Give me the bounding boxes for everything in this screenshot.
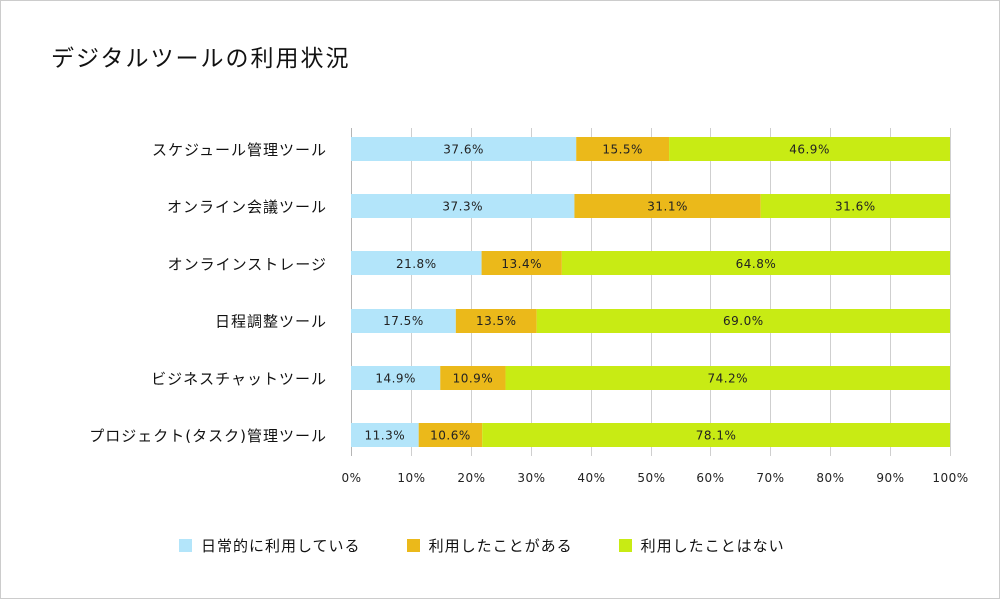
bar-data-labels: 37.6% 15.5% 46.9% 37.3% 31.1% 31.6% 21.8% 13.4%… bbox=[365, 143, 876, 443]
category-label: オンライン会議ツール bbox=[167, 198, 327, 216]
x-tick-label: 80% bbox=[816, 471, 844, 485]
bar-data-label: 10.9% bbox=[453, 371, 494, 385]
bar-data-label: 31.1% bbox=[647, 200, 688, 214]
bar-data-label: 11.3% bbox=[365, 429, 406, 443]
x-tick-label: 70% bbox=[756, 471, 784, 485]
bar-segment bbox=[455, 309, 537, 333]
category-labels: スケジュール管理ツールオンライン会議ツールオンラインストレージ日程調整ツールビジ… bbox=[89, 141, 327, 445]
x-tick-labels: 0% 10% 20% 30% 40% 50% 60% 70% 80% 90% 100% bbox=[341, 471, 968, 485]
legend-label-used: 利用したことがある bbox=[428, 537, 573, 555]
x-tick-label: 40% bbox=[577, 471, 605, 485]
grid-lines bbox=[351, 128, 951, 456]
bar-data-label: 37.3% bbox=[442, 200, 483, 214]
legend-label-daily: 日常的に利用している bbox=[201, 537, 361, 555]
category-label: ビジネスチャットツール bbox=[151, 370, 327, 388]
bar-segment bbox=[576, 137, 670, 161]
x-tick-label: 30% bbox=[517, 471, 545, 485]
category-label: スケジュール管理ツール bbox=[152, 141, 327, 159]
bar-segment bbox=[561, 251, 950, 275]
bar-segment bbox=[481, 251, 562, 275]
bar-data-label: 15.5% bbox=[602, 143, 643, 157]
legend-item-never: 利用したことはない bbox=[618, 535, 785, 556]
bar-data-label: 10.6% bbox=[430, 429, 471, 443]
bar-segment bbox=[574, 194, 761, 218]
bar-segment bbox=[482, 423, 950, 447]
x-tick-label: 50% bbox=[637, 471, 665, 485]
bar-data-label: 21.8% bbox=[396, 257, 437, 271]
bar-segment bbox=[760, 194, 950, 218]
bar-segment bbox=[418, 423, 483, 447]
legend: 日常的に利用している 利用したことがある 利用したことはない bbox=[179, 535, 831, 556]
legend-swatch-daily bbox=[179, 539, 192, 552]
bar-segment bbox=[505, 366, 950, 390]
chart-title: デジタルツールの利用状況 bbox=[51, 46, 351, 72]
bars bbox=[351, 137, 950, 447]
legend-label-never: 利用したことはない bbox=[640, 537, 785, 555]
x-tick-label: 60% bbox=[696, 471, 724, 485]
bar-data-label: 13.4% bbox=[501, 257, 542, 271]
bar-segment bbox=[351, 366, 441, 390]
category-label: プロジェクト(タスク)管理ツール bbox=[89, 427, 327, 445]
bar-data-label: 13.5% bbox=[476, 314, 517, 328]
x-tick-label: 100% bbox=[932, 471, 968, 485]
x-tick-label: 90% bbox=[876, 471, 904, 485]
x-tick-label: 20% bbox=[457, 471, 485, 485]
bar-data-label: 37.6% bbox=[443, 143, 484, 157]
legend-swatch-never bbox=[618, 539, 632, 552]
bar-segment bbox=[351, 194, 575, 218]
bar-data-label: 14.9% bbox=[375, 371, 416, 385]
bar-segment bbox=[536, 309, 950, 333]
x-tick-label: 10% bbox=[397, 471, 425, 485]
bar-segment bbox=[351, 423, 419, 447]
legend-item-used: 利用したことがある bbox=[406, 535, 573, 556]
bar-data-label: 31.6% bbox=[835, 200, 876, 214]
bar-data-label: 46.9% bbox=[789, 143, 830, 157]
bar-segment bbox=[351, 309, 456, 333]
bar-segment bbox=[669, 137, 950, 161]
category-label: オンラインストレージ bbox=[168, 255, 327, 273]
category-label: 日程調整ツール bbox=[215, 313, 327, 331]
bar-data-label: 64.8% bbox=[736, 257, 777, 271]
legend-swatch-used bbox=[406, 539, 420, 552]
bar-segment bbox=[351, 137, 577, 161]
bar-data-label: 74.2% bbox=[707, 371, 748, 385]
legend-item-daily: 日常的に利用している bbox=[179, 535, 361, 556]
bar-data-label: 69.0% bbox=[723, 314, 764, 328]
x-tick-label: 0% bbox=[341, 471, 361, 485]
bar-data-label: 78.1% bbox=[696, 429, 737, 443]
bar-data-label: 17.5% bbox=[383, 314, 424, 328]
bar-segment bbox=[440, 366, 506, 390]
bar-segment bbox=[351, 251, 482, 275]
